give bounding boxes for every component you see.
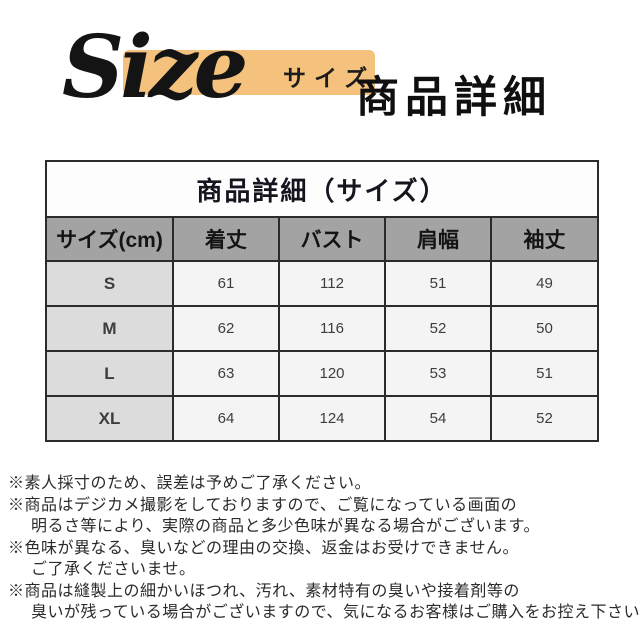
size-value-cell: 50 <box>489 305 600 352</box>
note-line: 臭いが残っている場合がございますので、気になるお客様はご購入をお控え下さい。 <box>31 604 640 621</box>
size-value-cell: 54 <box>384 395 492 442</box>
size-row-label: M <box>45 305 174 352</box>
size-label-jp: サイズ <box>283 65 376 91</box>
size-value-cell: 51 <box>489 350 600 397</box>
table-title: 商品詳細（サイズ） <box>44 160 600 218</box>
table-row: S 61 112 51 49 <box>45 260 600 307</box>
column-header-sleeve: 袖丈 <box>489 216 600 262</box>
size-value-cell: 124 <box>278 395 386 442</box>
column-header-size: サイズ(cm) <box>45 216 174 262</box>
size-value-cell: 62 <box>172 305 280 352</box>
size-script-text: Size <box>62 17 248 118</box>
header-section: Size サイズ 商品詳細 <box>0 0 640 155</box>
notes-section: ※素人採寸のため、誤差は予めご了承ください。 ※商品はデジカメ撮影をしております… <box>8 473 640 624</box>
table-header-row: サイズ(cm) 着丈 バスト 肩幅 袖丈 <box>45 216 600 262</box>
size-row-label: S <box>45 260 174 307</box>
table-row: L 63 120 53 51 <box>45 350 600 397</box>
size-value-cell: 112 <box>278 260 386 307</box>
note-line: ※商品は縫製上の細かいほつれ、汚れ、素材特有の臭いや接着剤等の <box>8 582 520 600</box>
size-value-cell: 64 <box>172 395 280 442</box>
size-value-cell: 120 <box>278 350 386 397</box>
size-value-cell: 61 <box>172 260 280 307</box>
size-value-cell: 51 <box>384 260 492 307</box>
table-row: XL 64 124 54 52 <box>45 395 600 442</box>
table-row: M 62 116 52 50 <box>45 305 600 352</box>
size-value-cell: 63 <box>172 350 280 397</box>
table-title-row: 商品詳細（サイズ） <box>44 160 600 218</box>
size-value-cell: 52 <box>489 395 600 442</box>
size-value-cell: 116 <box>278 305 386 352</box>
size-value-cell: 49 <box>489 260 600 307</box>
size-row-label: XL <box>45 395 174 442</box>
note-line: 明るさ等により、実際の商品と多少色味が異なる場合がございます。 <box>31 518 540 535</box>
size-highlight-box <box>123 50 375 95</box>
product-detail-title: 商品詳細 <box>356 73 552 123</box>
size-value-cell: 52 <box>384 305 492 352</box>
size-value-cell: 53 <box>384 350 492 397</box>
column-header-bust: バスト <box>278 216 386 262</box>
note-line: ご了承くださいませ。 <box>31 561 196 578</box>
column-header-length: 着丈 <box>172 216 280 262</box>
note-line: ※素人採寸のため、誤差は予めご了承ください。 <box>8 475 372 492</box>
note-line: ※商品はデジカメ撮影をしておりますので、ご覧になっている画面の <box>8 496 518 514</box>
size-row-label: L <box>45 350 174 397</box>
note-line: ※色味が異なる、臭いなどの理由の交換、返金はお受けできません。 <box>8 539 520 557</box>
size-table: 商品詳細（サイズ） サイズ(cm) 着丈 バスト 肩幅 袖丈 S 61 112 … <box>44 160 600 442</box>
column-header-shoulder: 肩幅 <box>384 216 492 262</box>
